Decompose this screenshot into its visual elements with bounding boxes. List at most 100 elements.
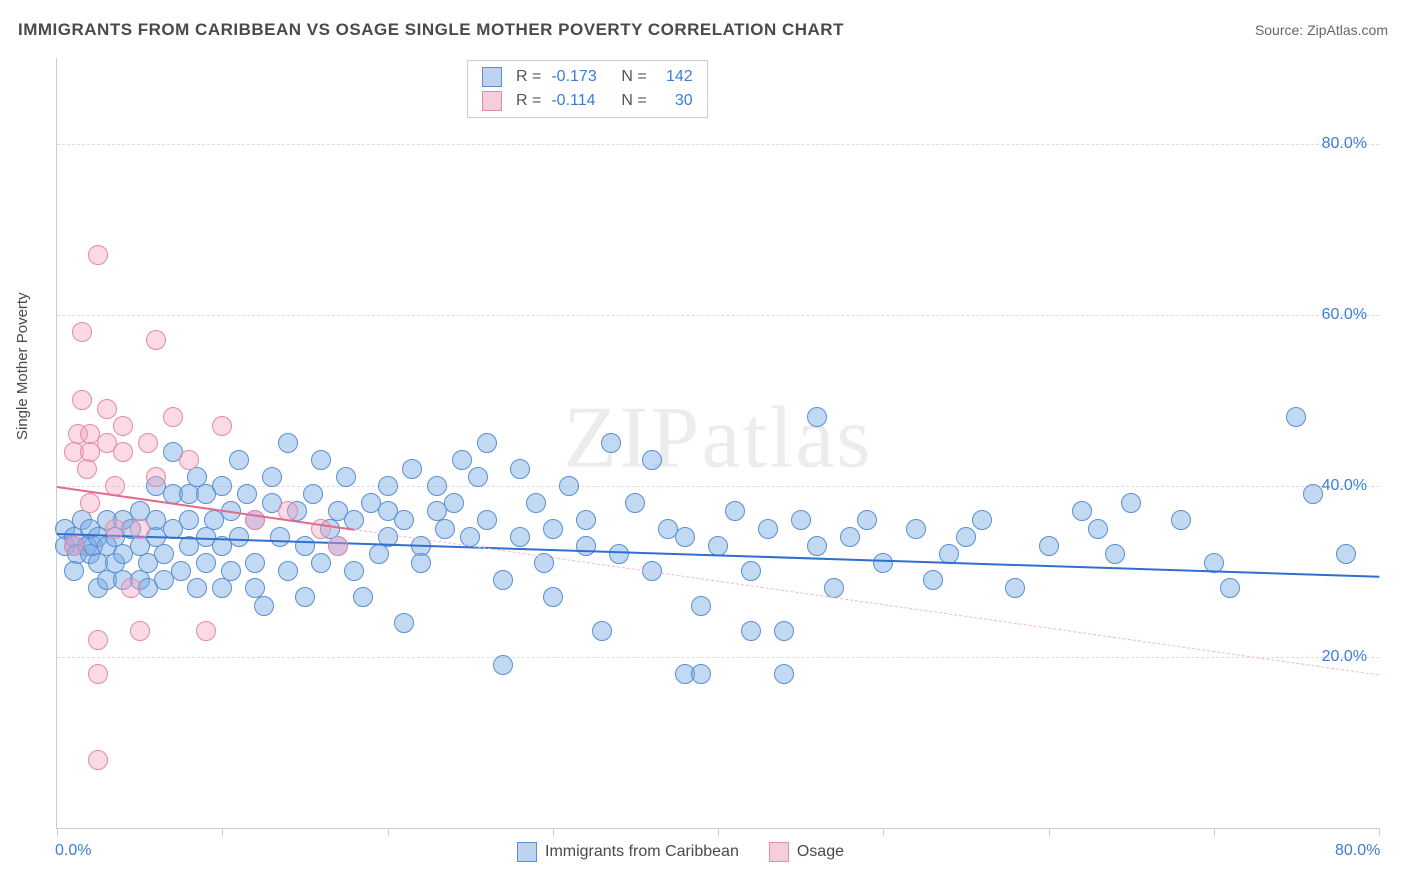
data-point xyxy=(452,450,472,470)
data-point xyxy=(402,459,422,479)
data-point xyxy=(72,390,92,410)
data-point xyxy=(906,519,926,539)
data-point xyxy=(113,442,133,462)
data-point xyxy=(237,484,257,504)
data-point xyxy=(493,570,513,590)
gridline xyxy=(57,486,1379,487)
trend-line xyxy=(354,529,1379,675)
data-point xyxy=(1072,501,1092,521)
data-point xyxy=(972,510,992,530)
data-point xyxy=(1039,536,1059,556)
r-label: R = xyxy=(516,92,541,110)
data-point xyxy=(526,493,546,513)
data-point xyxy=(427,476,447,496)
data-point xyxy=(88,664,108,684)
data-point xyxy=(774,664,794,684)
data-point xyxy=(741,621,761,641)
data-point xyxy=(295,587,315,607)
data-point xyxy=(468,467,488,487)
data-point xyxy=(146,330,166,350)
x-tick xyxy=(553,828,554,836)
x-tick-label: 80.0% xyxy=(1335,842,1380,860)
data-point xyxy=(336,467,356,487)
y-axis-label: Single Mother Poverty xyxy=(14,292,31,440)
data-point xyxy=(171,561,191,581)
data-point xyxy=(163,407,183,427)
y-tick-label: 80.0% xyxy=(1322,135,1367,153)
y-tick-label: 20.0% xyxy=(1322,648,1367,666)
gridline xyxy=(57,315,1379,316)
data-point xyxy=(774,621,794,641)
data-point xyxy=(295,536,315,556)
n-value: 142 xyxy=(657,68,693,86)
data-point xyxy=(278,561,298,581)
data-point xyxy=(758,519,778,539)
n-label: N = xyxy=(621,92,646,110)
data-point xyxy=(873,553,893,573)
data-point xyxy=(369,544,389,564)
data-point xyxy=(146,467,166,487)
data-point xyxy=(576,510,596,530)
data-point xyxy=(576,536,596,556)
correlation-legend: R =-0.173N =142R =-0.114N =30 xyxy=(467,60,708,118)
data-point xyxy=(64,536,84,556)
legend-item: Osage xyxy=(769,842,844,862)
y-tick-label: 60.0% xyxy=(1322,306,1367,324)
data-point xyxy=(311,450,331,470)
source-label: Source: ZipAtlas.com xyxy=(1255,22,1388,38)
data-point xyxy=(956,527,976,547)
data-point xyxy=(1336,544,1356,564)
legend-item: Immigrants from Caribbean xyxy=(517,842,739,862)
data-point xyxy=(270,527,290,547)
data-point xyxy=(510,459,530,479)
x-tick xyxy=(57,828,58,836)
data-point xyxy=(88,630,108,650)
x-tick xyxy=(222,828,223,836)
r-value: -0.173 xyxy=(551,68,607,86)
data-point xyxy=(642,450,662,470)
data-point xyxy=(97,399,117,419)
data-point xyxy=(212,476,232,496)
x-tick-label: 0.0% xyxy=(55,842,91,860)
data-point xyxy=(229,527,249,547)
x-tick xyxy=(1214,828,1215,836)
x-tick xyxy=(388,828,389,836)
y-tick-label: 40.0% xyxy=(1322,477,1367,495)
data-point xyxy=(212,578,232,598)
data-point xyxy=(179,450,199,470)
data-point xyxy=(1005,578,1025,598)
data-point xyxy=(592,621,612,641)
data-point xyxy=(477,510,497,530)
data-point xyxy=(88,245,108,265)
data-point xyxy=(1105,544,1125,564)
data-point xyxy=(609,544,629,564)
chart-title: IMMIGRANTS FROM CARIBBEAN VS OSAGE SINGL… xyxy=(18,20,844,40)
data-point xyxy=(807,536,827,556)
scatter-plot: ZIPatlas R =-0.173N =142R =-0.114N =30 I… xyxy=(56,58,1379,829)
data-point xyxy=(262,467,282,487)
data-point xyxy=(444,493,464,513)
data-point xyxy=(121,578,141,598)
data-point xyxy=(1121,493,1141,513)
legend-swatch xyxy=(769,842,789,862)
n-value: 30 xyxy=(657,92,693,110)
legend-swatch xyxy=(482,67,502,87)
data-point xyxy=(303,484,323,504)
data-point xyxy=(1286,407,1306,427)
data-point xyxy=(344,561,364,581)
data-point xyxy=(353,587,373,607)
data-point xyxy=(625,493,645,513)
data-point xyxy=(691,596,711,616)
data-point xyxy=(543,519,563,539)
n-label: N = xyxy=(621,68,646,86)
data-point xyxy=(857,510,877,530)
data-point xyxy=(187,578,207,598)
data-point xyxy=(1171,510,1191,530)
data-point xyxy=(807,407,827,427)
data-point xyxy=(88,750,108,770)
x-tick xyxy=(1379,828,1380,836)
legend-label: Osage xyxy=(797,843,844,861)
data-point xyxy=(1220,578,1240,598)
data-point xyxy=(328,536,348,556)
data-point xyxy=(105,519,125,539)
